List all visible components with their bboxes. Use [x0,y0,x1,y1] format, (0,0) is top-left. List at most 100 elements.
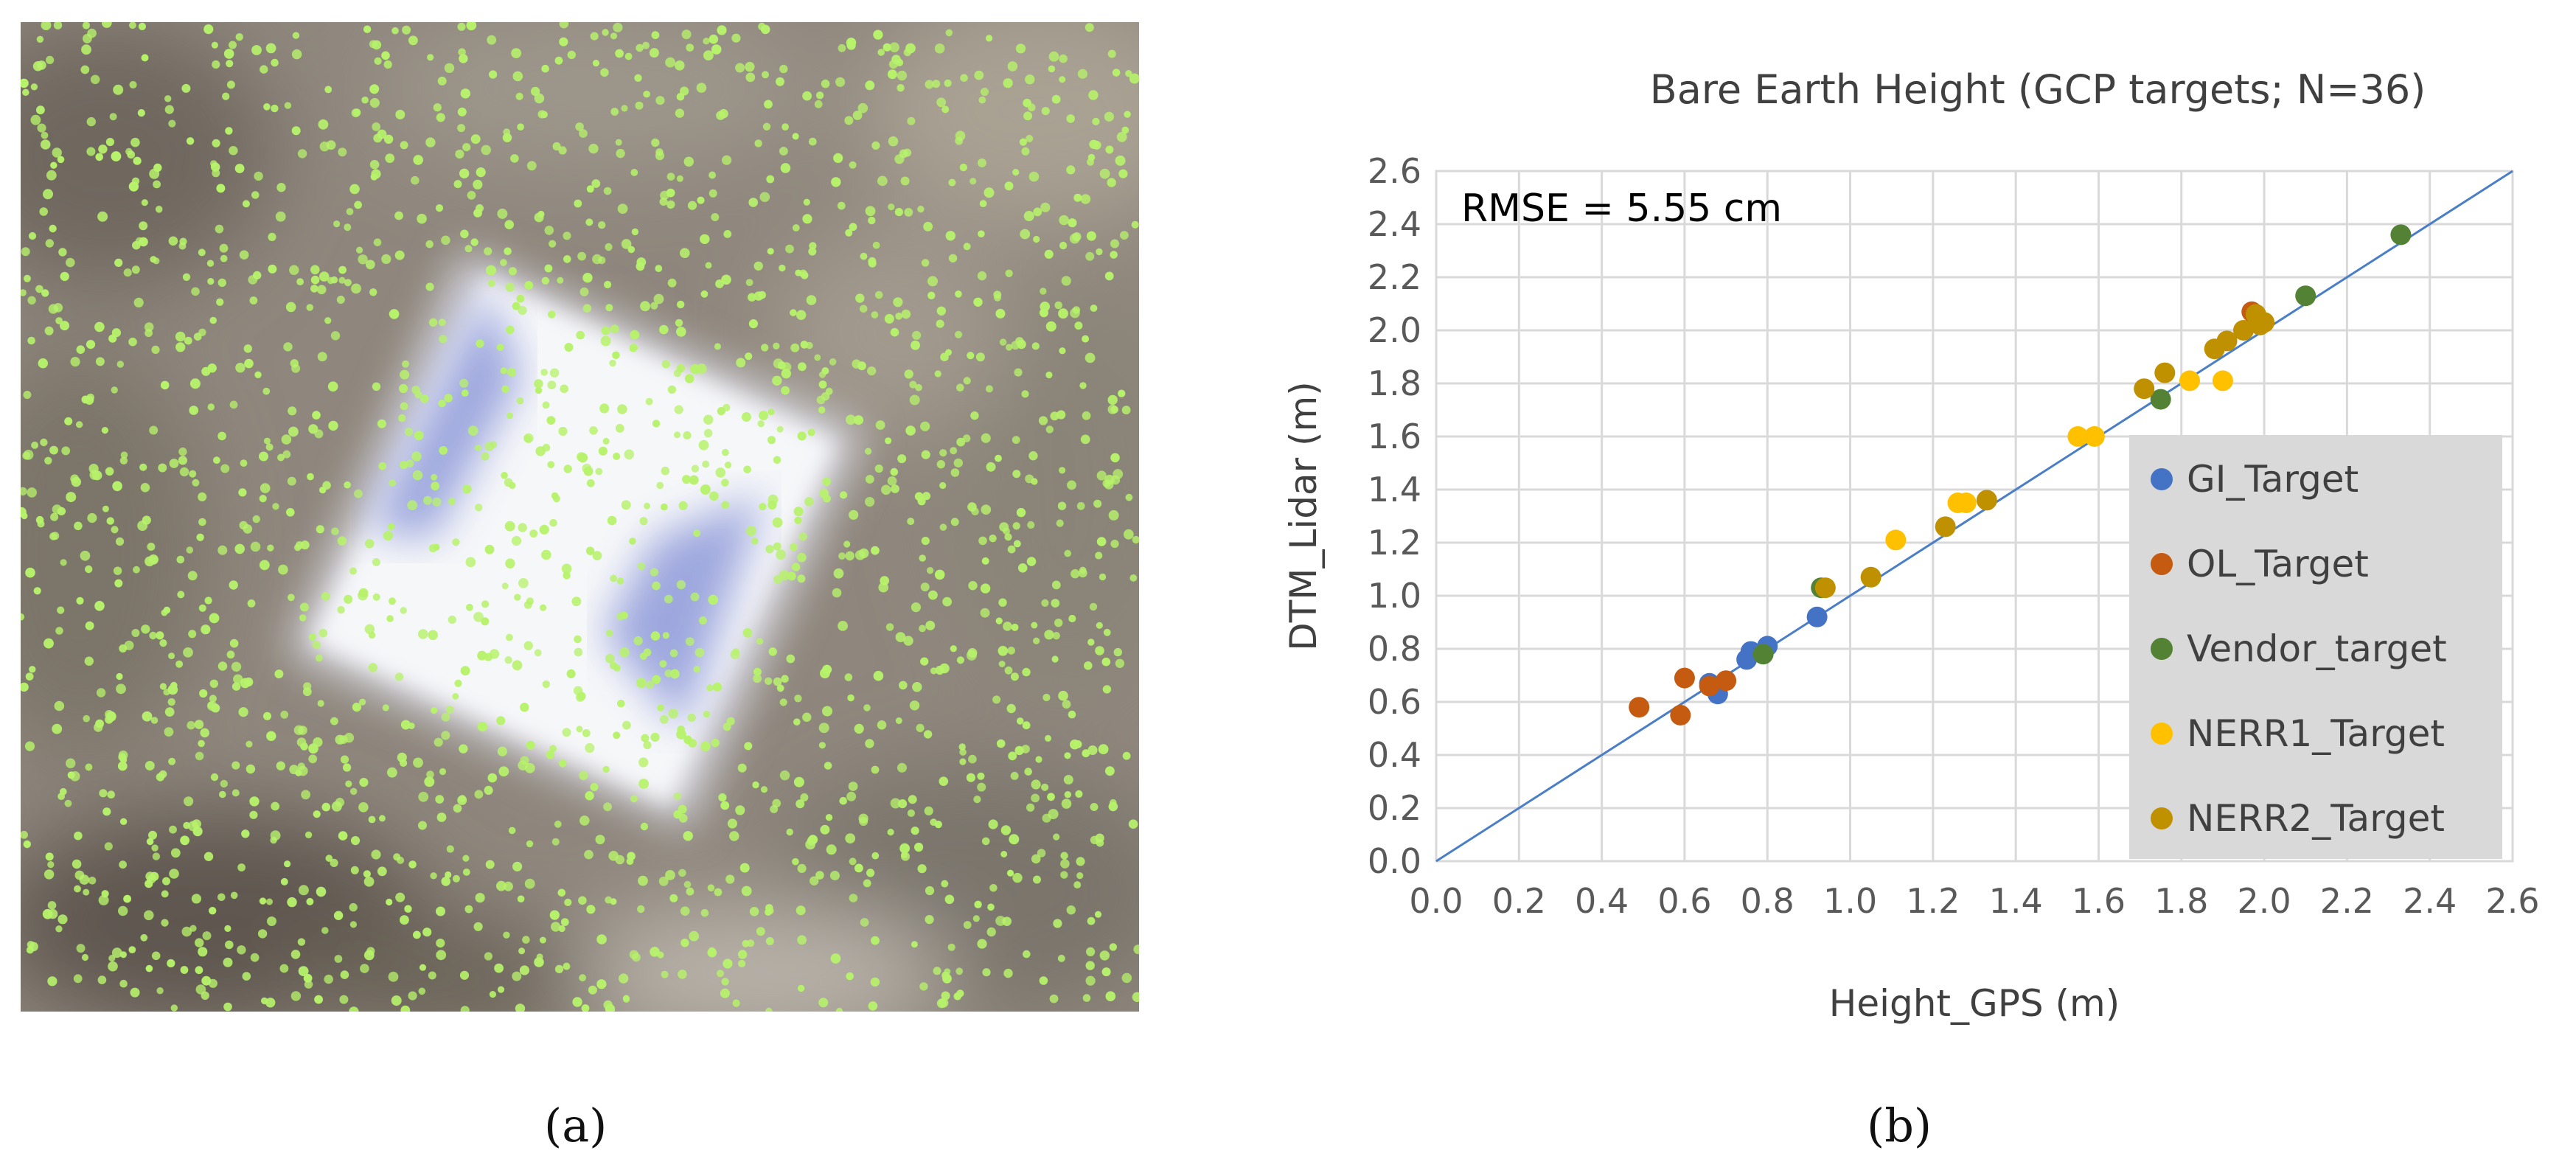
lidar-point [55,317,63,324]
lidar-point [963,243,971,251]
lidar-point [1113,469,1124,479]
lidar-point [833,568,844,579]
lidar-point [950,645,957,653]
lidar-point [386,898,393,906]
lidar-point [924,806,933,815]
lidar-point [296,737,307,747]
lidar-point [128,337,137,347]
lidar-point [835,77,846,87]
lidar-point [796,799,805,809]
lidar-point [198,492,207,502]
lidar-point [773,342,780,349]
lidar-point [610,32,618,40]
lidar-point [596,934,607,944]
lidar-point [884,313,894,324]
lidar-point [737,950,748,959]
lidar-point [372,122,381,131]
lidar-point [133,156,142,165]
lidar-point [518,523,527,532]
lidar-point [830,953,841,964]
lidar-point [709,189,717,198]
lidar-point [290,991,302,1001]
lidar-point [797,574,806,583]
lidar-point [209,679,218,688]
lidar-point [209,695,217,703]
lidar-point [934,370,941,377]
lidar-point [453,804,462,813]
data-point-nerr2-target [1814,577,1836,599]
lidar-point [265,43,276,54]
lidar-point [564,898,572,906]
y-tick-label: 1.8 [1368,363,1421,403]
lidar-point [889,42,899,52]
lidar-point [903,148,912,157]
lidar-point [473,611,484,622]
lidar-point [1128,819,1138,829]
lidar-point [616,577,624,585]
lidar-point [225,127,233,135]
lidar-point [287,897,297,908]
lidar-point [37,520,45,528]
lidar-point [346,208,354,215]
lidar-point [847,694,854,702]
data-point-nerr1-target [2212,370,2233,392]
lidar-point [652,420,661,428]
lidar-point [818,998,829,1008]
lidar-point [1044,249,1054,259]
lidar-point [1066,905,1076,915]
lidar-point [457,795,467,805]
lidar-point [773,456,781,465]
lidar-point [1099,168,1110,179]
lidar-point [915,383,922,392]
lidar-point [537,210,545,218]
one-to-one-line [1435,170,2513,863]
lidar-point [900,176,910,186]
x-tick-label: 0.2 [1492,881,1546,921]
lidar-point [195,984,206,995]
y-axis-label: DTM_Lidar (m) [1282,381,1325,650]
lidar-point [198,518,206,526]
lidar-point [526,740,535,750]
lidar-point [1041,107,1050,116]
lidar-point [888,203,895,211]
lidar-point [334,955,343,963]
lidar-point [1048,51,1059,62]
lidar-point [980,608,990,618]
lidar-point [709,491,719,501]
lidar-point [124,640,134,650]
y-tick-label: 1.2 [1368,523,1421,563]
lidar-point [1007,545,1016,554]
lidar-point [97,211,108,222]
lidar-point [484,952,493,961]
lidar-point [226,650,235,659]
lidar-point [1069,233,1080,244]
lidar-point [179,467,189,477]
lidar-point [252,515,260,523]
lidar-point [216,184,226,193]
lidar-point [41,131,49,139]
lidar-point [94,723,103,732]
lidar-point [804,497,814,507]
lidar-point [887,476,897,486]
lidar-point [534,93,545,104]
lidar-point [518,578,529,588]
lidar-point [970,178,977,185]
lidar-point [430,872,437,880]
lidar-point [685,637,695,646]
lidar-point [683,880,692,888]
lidar-point [1013,540,1021,548]
lidar-point [212,139,220,147]
lidar-point [179,237,187,246]
lidar-point [200,728,209,738]
lidar-point [579,287,589,296]
lidar-point [459,744,468,754]
lidar-point [953,992,962,1001]
lidar-point [44,456,52,465]
lidar-point [650,302,658,310]
lidar-point [1087,745,1098,755]
lidar-point [582,729,591,737]
lidar-point [428,544,438,553]
lidar-point [797,935,807,945]
lidar-point [291,126,301,136]
lidar-point [898,799,908,809]
